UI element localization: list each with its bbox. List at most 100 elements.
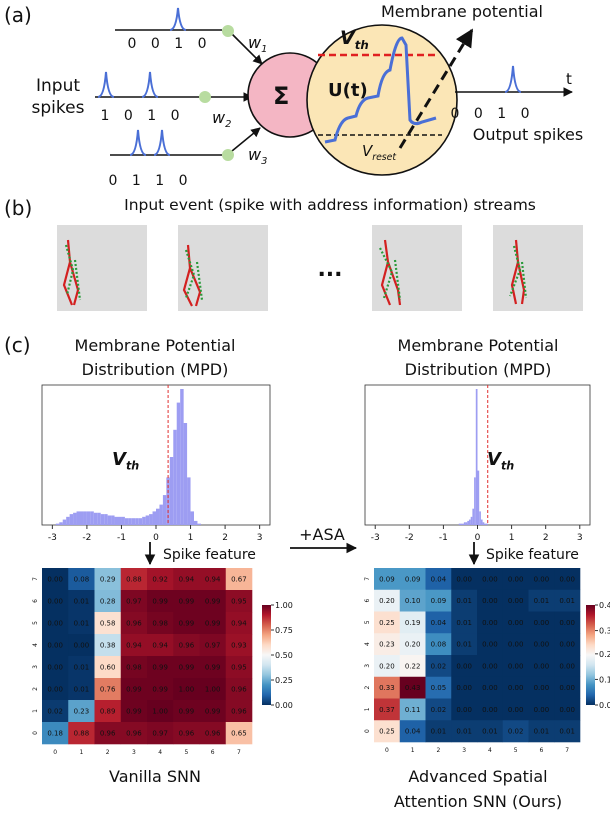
heatmap-cell <box>374 698 401 721</box>
x-tick-label: 3 <box>257 533 263 543</box>
histogram-bar <box>187 477 191 525</box>
heatmap-cell <box>173 590 200 613</box>
potential: U(t) <box>328 80 368 101</box>
histogram-bar <box>118 516 122 525</box>
cell-label: 0.00 <box>482 662 498 670</box>
cell-label: 0.20 <box>405 641 421 649</box>
heatmap-cell <box>225 612 253 635</box>
heatmap-cell <box>477 655 504 678</box>
caption: Advanced Spatial <box>408 767 547 786</box>
heatmap-cell <box>502 720 529 743</box>
heatmap-cell <box>120 678 148 701</box>
x-tick-label: 4 <box>158 749 162 756</box>
cell-label: 0.00 <box>74 642 90 650</box>
y-tick-label: 3 <box>32 665 39 669</box>
histogram-bar <box>480 519 483 525</box>
histogram-bar <box>80 511 84 525</box>
y-tick-label: 1 <box>364 707 371 711</box>
panel-c-arrows <box>144 542 480 566</box>
histogram-bar <box>484 523 487 525</box>
heatmap-cell <box>399 568 426 591</box>
histogram-bar <box>463 522 466 525</box>
chart-title: Distribution (MPD) <box>82 360 229 379</box>
x-tick-label: 1 <box>509 533 515 543</box>
feature-label: Spike feature <box>486 547 579 563</box>
heatmap-cell <box>399 589 426 612</box>
membrane-title: Membrane potential <box>381 2 543 21</box>
x-tick-label: 3 <box>132 749 136 756</box>
reset-label: Vreset <box>362 142 396 163</box>
y-tick-label: 3 <box>364 664 371 668</box>
threshold-label-sub: th <box>355 38 369 52</box>
histogram-bar <box>152 511 156 525</box>
histogram-bar <box>66 516 70 525</box>
chart-title: Membrane Potential <box>398 336 559 355</box>
histogram-bar <box>131 518 136 525</box>
histogram-bar <box>159 504 163 525</box>
cell-label: 0.00 <box>508 662 524 670</box>
heatmap-cell <box>528 676 555 699</box>
cell-label: 0.20 <box>379 597 395 605</box>
histogram-bar <box>472 508 475 525</box>
reset-label-base: V <box>362 142 374 160</box>
weight-base: w <box>212 108 226 127</box>
weight-sub: 2 <box>225 119 231 130</box>
cell-label: 0.00 <box>559 575 575 583</box>
cell-label: 0.00 <box>482 597 498 605</box>
heatmap-cell <box>120 612 148 635</box>
heatmap-cell <box>451 568 478 591</box>
histogram-bar <box>460 523 463 525</box>
heatmap-cell <box>528 611 555 634</box>
heatmap-cell <box>42 700 69 723</box>
cell-label: 0.99 <box>126 708 142 716</box>
cell-label: 0.99 <box>179 620 195 628</box>
histogram-bar <box>173 429 177 525</box>
x-tick-label: 2 <box>543 533 549 543</box>
heatmap-cell <box>68 612 95 635</box>
cell-label: 0.28 <box>100 598 116 606</box>
cell-label: 0.99 <box>205 620 221 628</box>
heatmap-cell <box>502 676 529 699</box>
heatmap-cell <box>120 722 148 745</box>
cell-label: 0.04 <box>431 619 447 627</box>
x-tick-label: 1 <box>411 747 415 754</box>
heatmap-cell <box>120 634 148 657</box>
heatmap-cell <box>225 722 253 745</box>
heatmap-cell <box>528 633 555 656</box>
cell-label: 0.01 <box>456 619 472 627</box>
cell-label: 0.58 <box>100 620 116 628</box>
histogram-bar <box>180 389 184 525</box>
inputs-label: spikes <box>32 98 85 118</box>
heatmap-cell <box>528 589 555 612</box>
panel-a-dots <box>199 25 234 161</box>
x-tick-label: -2 <box>405 533 414 543</box>
x-tick-label: 2 <box>222 533 228 543</box>
heatmap-cell <box>94 590 122 613</box>
cell-label: 0.19 <box>405 619 421 627</box>
histogram-bar <box>176 402 181 525</box>
cell-label: 0.01 <box>74 598 90 606</box>
heatmap-cell <box>68 590 95 613</box>
heatmap-cell <box>477 698 504 721</box>
cell-label: 0.94 <box>205 576 221 584</box>
heatmap-cell <box>477 611 504 634</box>
heatmap-cell <box>94 612 122 635</box>
cell-label: 0.01 <box>559 597 575 605</box>
cell-label: 0.00 <box>534 641 550 649</box>
cell-label: 0.00 <box>559 662 575 670</box>
reset-label-sub: reset <box>372 152 396 163</box>
weight-base: w <box>248 33 262 52</box>
heatmap-cell <box>42 612 69 635</box>
cell-label: 0.01 <box>534 597 550 605</box>
cell-label: 0.88 <box>126 576 142 584</box>
cell-label: 0.96 <box>126 730 142 738</box>
heatmap-cell <box>147 656 174 679</box>
y-tick-label: 6 <box>364 599 371 603</box>
heatmap-cell <box>502 655 529 678</box>
cell-label: 0.00 <box>456 575 472 583</box>
threshold-label-base: V <box>487 449 503 470</box>
histogram-bar <box>467 520 469 525</box>
histogram-bar <box>477 470 480 525</box>
cell-label: 0.02 <box>431 706 447 714</box>
histogram-bar <box>194 520 198 525</box>
